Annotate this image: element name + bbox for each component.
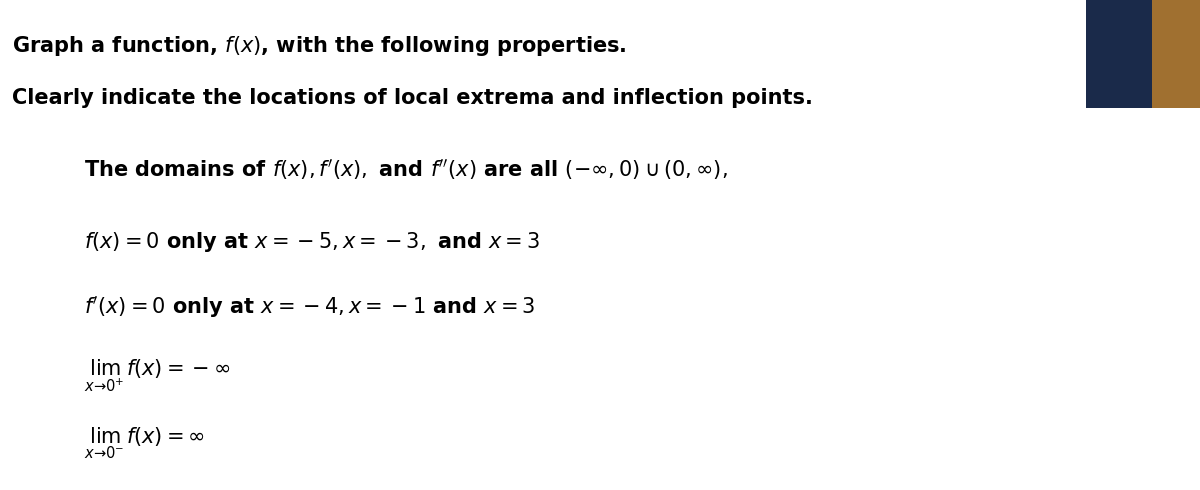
Text: $\lim_{x \to 0^+} f(x) = -\infty$: $\lim_{x \to 0^+} f(x) = -\infty$ xyxy=(84,358,230,394)
Text: $\lim_{x \to 0^-} f(x) = \infty$: $\lim_{x \to 0^-} f(x) = \infty$ xyxy=(84,426,205,462)
Text: Graph a function, $f(x)$, with the following properties.: Graph a function, $f(x)$, with the follo… xyxy=(12,34,626,58)
Text: $f(x) = 0$ only at $x = -5, x = -3,$ and $x = 3$: $f(x) = 0$ only at $x = -5, x = -3,$ and… xyxy=(84,230,540,254)
Text: $f'(x) = 0$ only at $x = -4, x = -1$ and $x = 3$: $f'(x) = 0$ only at $x = -4, x = -1$ and… xyxy=(84,294,535,320)
Text: Clearly indicate the locations of local extrema and inflection points.: Clearly indicate the locations of local … xyxy=(12,88,812,108)
Text: The domains of $f(x), f'(x),$ and $f''(x)$ are all $(-\infty, 0) \cup (0, \infty: The domains of $f(x), f'(x),$ and $f''(x… xyxy=(84,157,727,182)
